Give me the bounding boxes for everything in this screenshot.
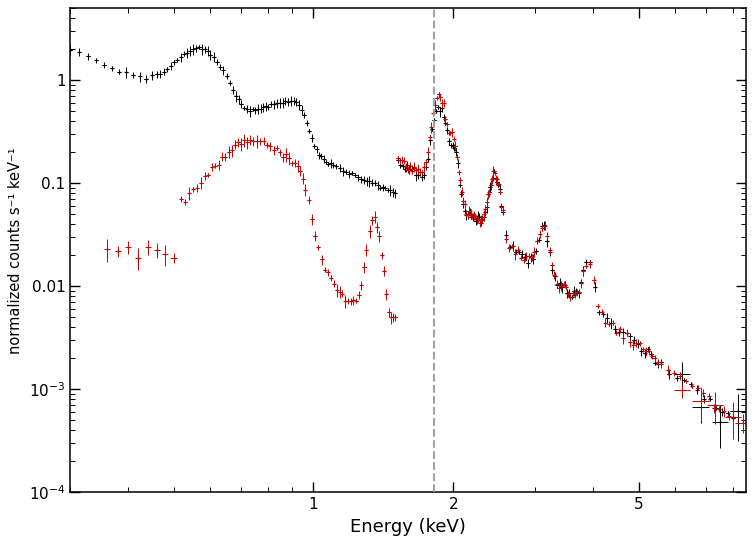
Y-axis label: normalized counts s⁻¹ keV⁻¹: normalized counts s⁻¹ keV⁻¹ [8,147,23,354]
X-axis label: Energy (keV): Energy (keV) [350,518,466,536]
